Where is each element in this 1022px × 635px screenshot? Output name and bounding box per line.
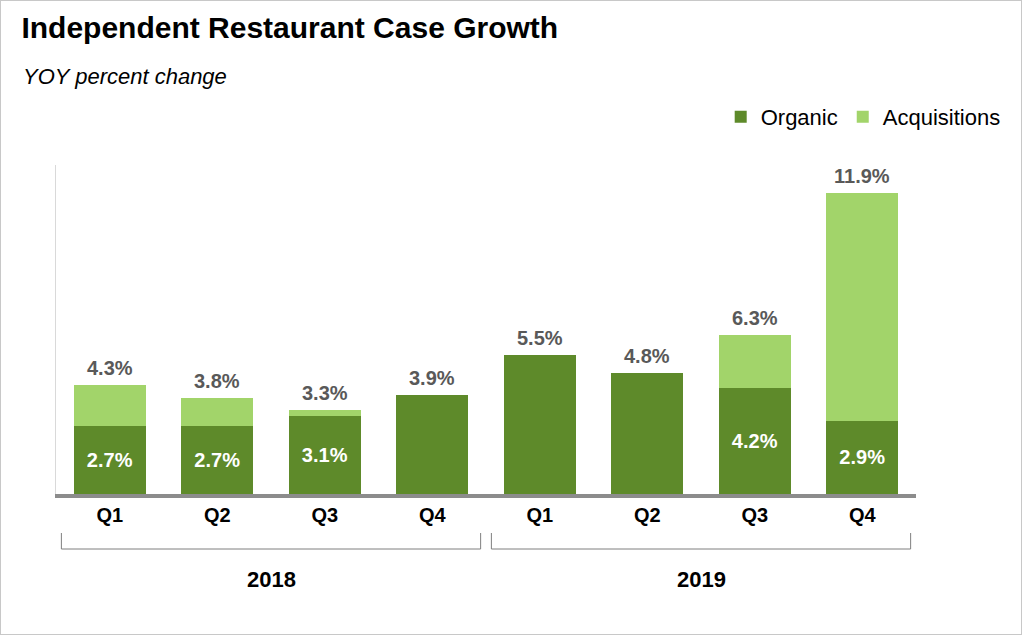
svg-text:YOY percent change: YOY percent change: [23, 64, 227, 89]
svg-text:Q4: Q4: [419, 504, 447, 526]
svg-text:Q1: Q1: [96, 504, 123, 526]
svg-text:5.5%: 5.5%: [517, 327, 563, 349]
svg-text:Q2: Q2: [634, 504, 661, 526]
svg-text:3.3%: 3.3%: [302, 382, 348, 404]
svg-text:3.1%: 3.1%: [302, 444, 348, 466]
svg-text:4.3%: 4.3%: [87, 357, 133, 379]
svg-text:Q1: Q1: [526, 504, 553, 526]
svg-text:Q3: Q3: [741, 504, 768, 526]
svg-text:Q3: Q3: [311, 504, 338, 526]
svg-text:Organic: Organic: [761, 105, 838, 130]
svg-text:2.9%: 2.9%: [839, 446, 885, 468]
svg-text:11.9%: 11.9%: [834, 165, 890, 187]
svg-text:3.8%: 3.8%: [194, 370, 240, 392]
svg-text:2018: 2018: [247, 567, 296, 592]
svg-text:Q4: Q4: [849, 504, 877, 526]
svg-text:4.2%: 4.2%: [732, 430, 778, 452]
svg-text:Acquisitions: Acquisitions: [883, 105, 1000, 130]
svg-text:3.9%: 3.9%: [409, 367, 455, 389]
svg-text:2.7%: 2.7%: [194, 449, 240, 471]
svg-text:Independent Restaurant Case Gr: Independent Restaurant Case Growth: [21, 11, 558, 44]
svg-text:2.7%: 2.7%: [87, 449, 133, 471]
svg-text:Q2: Q2: [204, 504, 231, 526]
svg-text:2019: 2019: [677, 567, 726, 592]
svg-text:4.8%: 4.8%: [624, 345, 670, 367]
svg-text:6.3%: 6.3%: [732, 307, 778, 329]
